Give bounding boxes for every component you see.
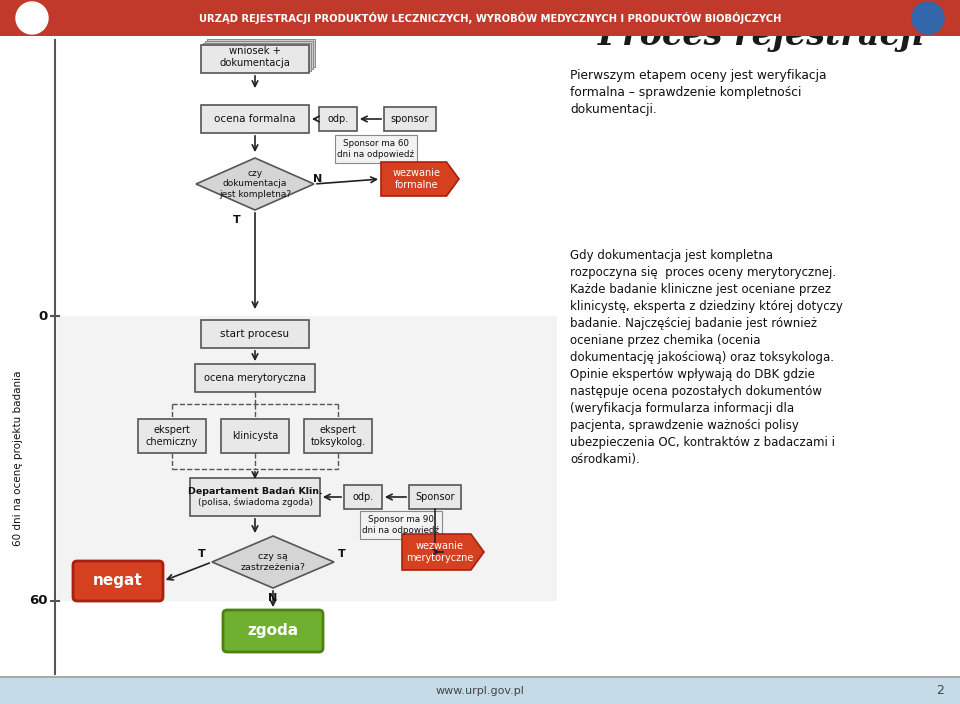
Bar [344, 485, 382, 509]
Text: Departament Badań Klin.: Departament Badań Klin. [187, 487, 323, 496]
FancyBboxPatch shape [73, 561, 163, 601]
Bar [360, 511, 442, 539]
Bar [201, 105, 309, 133]
Bar [201, 320, 309, 348]
Bar [384, 107, 436, 131]
Polygon shape [402, 534, 484, 570]
Text: 0: 0 [38, 310, 48, 322]
Bar [207, 39, 315, 67]
Bar [190, 478, 320, 516]
Text: negat: negat [93, 574, 143, 589]
Text: N: N [269, 593, 277, 603]
Polygon shape [196, 158, 314, 210]
Text: zgoda: zgoda [248, 624, 299, 639]
Text: odp.: odp. [327, 114, 348, 124]
Text: wniosek +
dokumentacja: wniosek + dokumentacja [220, 46, 291, 68]
Polygon shape [212, 536, 334, 588]
Text: Sponsor ma 60
dni na odpowiedź: Sponsor ma 60 dni na odpowiedź [337, 139, 415, 158]
Bar [319, 107, 357, 131]
Bar [0, 676, 960, 678]
Text: www.urpl.gov.pl: www.urpl.gov.pl [436, 686, 524, 696]
Text: ocena formalna: ocena formalna [214, 114, 296, 124]
Bar [138, 419, 206, 453]
Bar [409, 485, 461, 509]
Text: T: T [338, 549, 346, 559]
Text: czy są
zastrzeżenia?: czy są zastrzeżenia? [241, 553, 305, 572]
Text: Sponsor ma 90
dni na odpowiedź: Sponsor ma 90 dni na odpowiedź [363, 515, 440, 535]
Text: start procesu: start procesu [221, 329, 290, 339]
Bar [0, 678, 960, 704]
Text: sponsor: sponsor [391, 114, 429, 124]
Text: 60: 60 [30, 594, 48, 608]
Text: Pierwszym etapem oceny jest weryfikacja
formalna – sprawdzenie kompletności
doku: Pierwszym etapem oceny jest weryfikacja … [570, 69, 827, 116]
Text: ocena merytoryczna: ocena merytoryczna [204, 373, 306, 383]
Text: wezwanie
merytoryczne: wezwanie merytoryczne [406, 541, 473, 562]
Text: N: N [313, 174, 323, 184]
Bar [203, 43, 311, 71]
Polygon shape [381, 162, 459, 196]
Text: (polisa, świadoma zgoda): (polisa, świadoma zgoda) [198, 497, 313, 507]
Text: odp.: odp. [352, 492, 373, 502]
Bar [57, 316, 557, 601]
Text: URZĄD REJESTRACJI PRODUKTÓW LECZNICZYCH, WYROBÓW MEDYCZNYCH I PRODUKTÓW BIOBÓJCZ: URZĄD REJESTRACJI PRODUKTÓW LECZNICZYCH,… [199, 12, 781, 24]
Text: 2: 2 [936, 684, 944, 698]
Bar [304, 419, 372, 453]
Bar [221, 419, 289, 453]
Text: 60 dni na ocenę projektu badania: 60 dni na ocenę projektu badania [13, 371, 23, 546]
Text: Gdy dokumentacja jest kompletna
rozpoczyna się  proces oceny merytorycznej.
Każd: Gdy dokumentacja jest kompletna rozpoczy… [570, 249, 843, 466]
Text: Proces rejestracji: Proces rejestracji [598, 20, 925, 53]
Text: wezwanie
formalne: wezwanie formalne [393, 168, 441, 190]
Bar [201, 45, 309, 73]
Circle shape [912, 2, 944, 34]
Bar [195, 364, 315, 392]
Text: klinicysta: klinicysta [232, 431, 278, 441]
Text: czy
dokumentacja
jest kompletna?: czy dokumentacja jest kompletna? [219, 169, 291, 199]
Text: T: T [198, 549, 205, 559]
Text: Sponsor: Sponsor [416, 492, 455, 502]
Bar [335, 135, 417, 163]
Circle shape [16, 2, 48, 34]
Text: T: T [233, 215, 241, 225]
Bar [205, 41, 313, 69]
FancyBboxPatch shape [223, 610, 323, 652]
Text: ekspert
toksykolog.: ekspert toksykolog. [310, 425, 366, 447]
Text: ekspert
chemiczny: ekspert chemiczny [146, 425, 198, 447]
Bar [0, 0, 960, 36]
